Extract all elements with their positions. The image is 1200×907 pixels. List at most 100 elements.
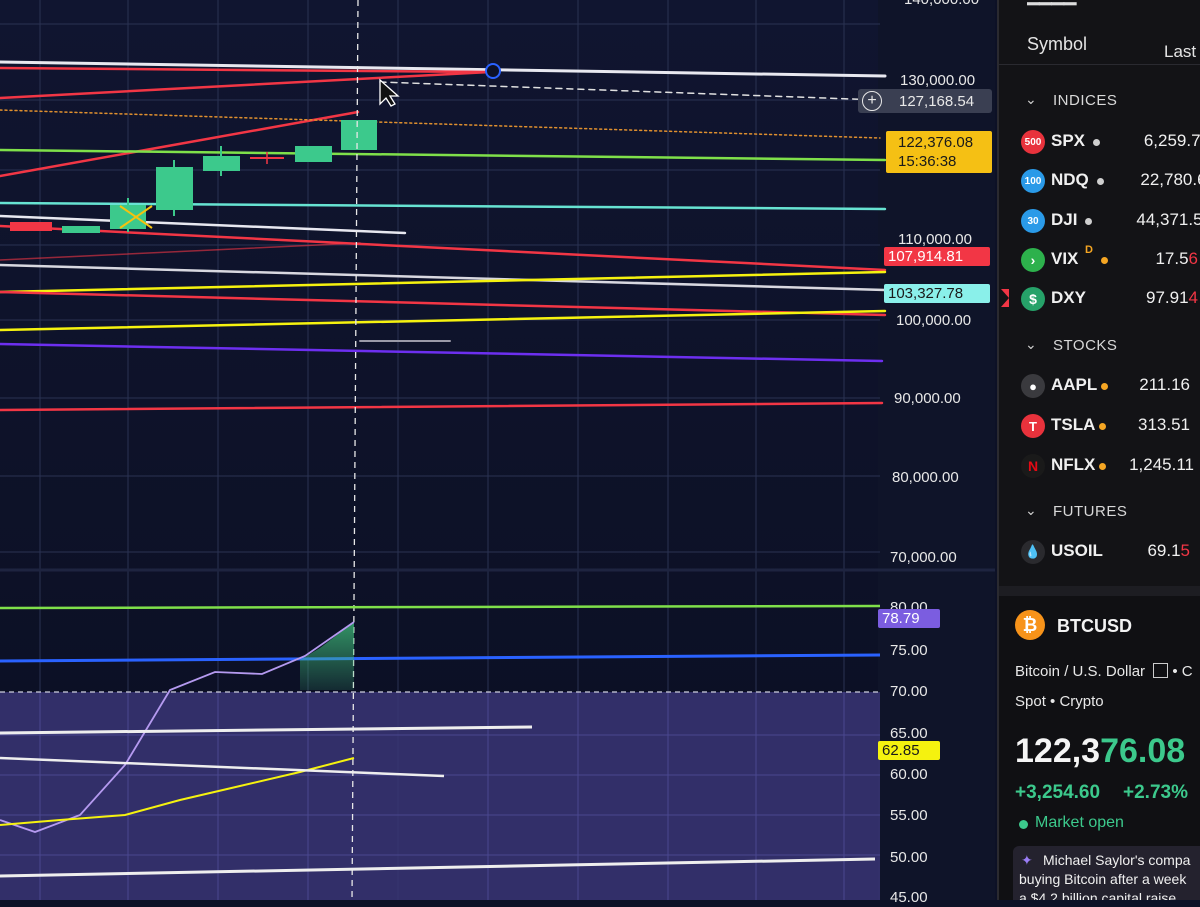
row-symbol: USOIL <box>1051 541 1103 560</box>
level-label-red: 107,914.81 <box>884 247 990 266</box>
trendline-red-mid[interactable] <box>0 224 887 272</box>
price-chart[interactable] <box>0 0 995 900</box>
trendline-red-faint[interactable] <box>0 242 361 261</box>
trendline-red-diagonal-2[interactable] <box>0 110 360 178</box>
news-card[interactable]: ✦ Michael Saylor's compa buying Bitcoin … <box>1013 846 1200 900</box>
trendline-white-short[interactable] <box>0 214 407 235</box>
price-axis-label: 130,000.00 <box>900 72 976 89</box>
tesla-logo-icon: T <box>1021 414 1045 438</box>
crosshair-price-label: + 127,168.54 <box>858 89 992 113</box>
rsi-line[interactable] <box>0 621 355 833</box>
candle[interactable] <box>295 146 332 162</box>
candle[interactable] <box>110 205 146 229</box>
level-red-90k[interactable] <box>0 401 884 412</box>
indicator-white-line-3[interactable] <box>0 857 876 878</box>
trendline-red-lower[interactable] <box>0 290 887 317</box>
indicator-level-blue[interactable] <box>0 653 881 663</box>
row-symbol: NFLX <box>1051 455 1096 474</box>
section-label: FUTURES <box>1053 503 1128 520</box>
row-last: 17.56 <box>1155 249 1198 268</box>
column-header-last[interactable]: Last <box>1164 42 1197 61</box>
bitcoin-icon: ₿ <box>1015 610 1045 640</box>
trendline-white-mid[interactable] <box>0 263 887 292</box>
bar-countdown: 15:36:38 <box>898 153 957 170</box>
watchlist-row-spx[interactable]: 500 SPX 6,259.74 <box>999 124 1200 160</box>
detail-price: 122,376.08 <box>1015 732 1186 770</box>
indicator-lines[interactable] <box>0 604 881 878</box>
dotted-level-orange[interactable] <box>0 109 881 139</box>
watchlist-sidebar[interactable]: ▁▁▁▁ Symbol Last ⌄ INDICES 500 SPX 6,259… <box>997 0 1200 900</box>
row-last: 97.914 <box>1145 288 1198 307</box>
trendline-white-top[interactable] <box>0 60 887 78</box>
level-purple[interactable] <box>0 342 884 363</box>
trendline-red-top[interactable] <box>0 66 492 74</box>
trendline-yellow-lower[interactable] <box>0 309 887 332</box>
watchlist-row-dxy[interactable]: $ DXY 97.914 <box>999 281 1200 317</box>
level-label-cyan: 103,327.78 <box>884 284 990 303</box>
candle[interactable] <box>156 167 193 210</box>
ndq-icon: 100 <box>1021 169 1045 193</box>
candle[interactable] <box>341 120 377 150</box>
trendline-handle[interactable] <box>485 63 501 79</box>
section-stocks[interactable]: ⌄ STOCKS <box>999 334 1200 360</box>
spx-icon: 500 <box>1021 130 1045 154</box>
indicator-level-green[interactable] <box>0 604 881 610</box>
watchlist-row-nflx[interactable]: N NFLX 1,245.11 <box>999 448 1200 484</box>
chevron-down-icon[interactable]: ⌄ <box>1025 502 1038 518</box>
status-dot <box>1085 218 1092 225</box>
detail-change-pct: +2.73% <box>1123 782 1188 803</box>
candles[interactable] <box>10 120 377 233</box>
delayed-badge: D <box>1085 244 1093 256</box>
indicator-axis-label: 45.00 <box>890 889 928 906</box>
section-futures[interactable]: ⌄ FUTURES <box>999 500 1200 526</box>
candle[interactable] <box>62 226 100 233</box>
netflix-logo-icon: N <box>1021 454 1045 478</box>
detail-name: Bitcoin / U.S. Dollar • C <box>1015 663 1193 680</box>
watchlist-row-vix[interactable]: › VIX D 17.56 <box>999 242 1200 278</box>
external-link-icon[interactable] <box>1153 663 1169 678</box>
chevron-down-icon[interactable]: ⌄ <box>1025 91 1038 107</box>
status-dot <box>1099 423 1106 430</box>
watchlist-title-fragment: ▁▁▁▁ <box>1027 0 1127 6</box>
status-dot <box>1099 463 1106 470</box>
indicator-axis-label: 65.00 <box>890 725 928 742</box>
market-open-dot <box>1019 820 1028 829</box>
price-axis-label: 110,000.00 <box>898 231 972 248</box>
watchlist-row-tsla[interactable]: T TSLA 313.51 <box>999 408 1200 444</box>
row-last: 313.51 <box>1138 415 1190 434</box>
row-symbol: VIX <box>1051 249 1079 268</box>
rsi-ma-line[interactable] <box>0 757 355 826</box>
watchlist-row-aapl[interactable]: ● AAPL 211.16 <box>999 368 1200 404</box>
status-dot <box>1093 139 1100 146</box>
row-last: 211.16 <box>1139 375 1190 394</box>
candle[interactable] <box>10 222 52 231</box>
column-header-symbol[interactable]: Symbol <box>1027 34 1088 54</box>
indicator-white-line-2[interactable] <box>0 756 445 778</box>
level-green[interactable] <box>0 148 887 162</box>
detail-change-abs: +3,254.60 <box>1015 782 1101 803</box>
symbol-detail-panel[interactable]: ₿ BTCUSD Bitcoin / U.S. Dollar • C Spot … <box>999 586 1200 900</box>
detail-symbol[interactable]: BTCUSD <box>1057 616 1132 636</box>
price-axis-label: 70,000.00 <box>890 549 957 566</box>
apple-logo-icon: ● <box>1021 374 1045 398</box>
indicator-white-line-1[interactable] <box>0 725 533 735</box>
indicator-axis-label: 75.00 <box>890 642 928 659</box>
add-alert-icon[interactable]: + <box>862 91 882 111</box>
trendline-red-diagonal-1[interactable] <box>0 70 492 100</box>
row-symbol: DXY <box>1051 288 1086 307</box>
level-cyan[interactable] <box>0 201 887 211</box>
trendline-yellow-upper[interactable] <box>0 270 887 294</box>
row-last: 6,259.74 <box>1143 131 1200 150</box>
chevron-down-icon[interactable]: ⌄ <box>1025 336 1038 352</box>
watchlist-row-ndq[interactable]: 100 NDQ 22,780.60 <box>999 163 1200 199</box>
price-axis-label: 100,000.00 <box>896 312 972 329</box>
watchlist-row-dji[interactable]: 30 DJI 44,371.51 <box>999 203 1200 239</box>
market-status: Market open <box>1035 814 1124 831</box>
watchlist-row-usoil[interactable]: 💧 USOIL 69.15 <box>999 534 1200 570</box>
drawing-lines[interactable] <box>0 60 887 412</box>
section-indices[interactable]: ⌄ INDICES <box>999 89 1200 115</box>
candle[interactable] <box>203 156 240 171</box>
indicator-axis-label: 60.00 <box>890 766 928 783</box>
indicator-axis-label: 55.00 <box>890 807 928 824</box>
indicator-grid <box>0 692 880 900</box>
